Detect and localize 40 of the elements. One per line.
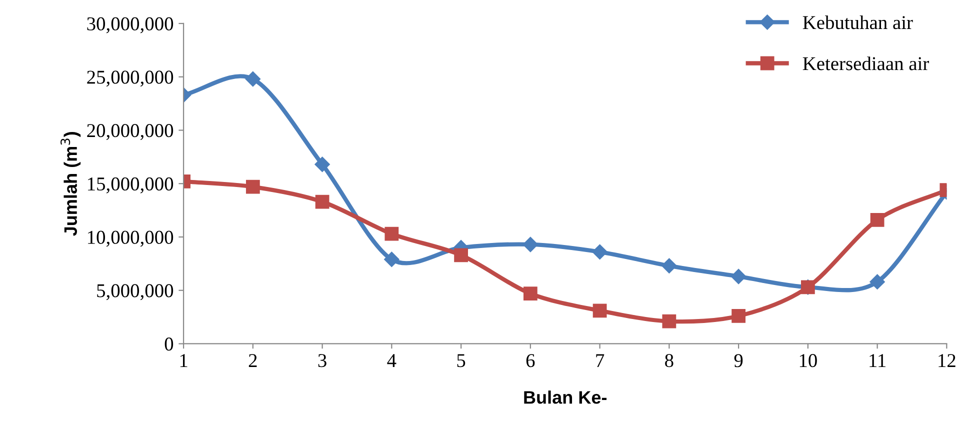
y-tick-label: 0	[164, 338, 174, 351]
x-tick-label: 5	[457, 354, 466, 368]
point	[592, 304, 607, 318]
x-tick-label: 1	[180, 354, 188, 367]
x-tick-label: 7	[596, 354, 604, 367]
point	[384, 252, 400, 267]
point	[384, 226, 399, 241]
point	[870, 274, 885, 290]
point	[454, 248, 468, 262]
x-tick-label: 4	[387, 354, 396, 367]
point	[732, 309, 746, 323]
x-tick-label: 11	[870, 354, 886, 367]
point	[592, 244, 608, 260]
x-tick-label: 12	[938, 354, 956, 367]
y-tick-label: 5,000,000	[97, 284, 174, 300]
point	[246, 180, 260, 194]
y-tick-label: 15,000,000	[88, 177, 174, 194]
point	[662, 258, 677, 274]
point	[870, 212, 884, 227]
y-tick-label: 10,000,000	[88, 230, 174, 247]
point	[314, 156, 330, 172]
point	[522, 236, 538, 252]
x-tick-label: 6	[526, 354, 535, 368]
x-tick-label: 9	[734, 354, 743, 368]
point	[662, 314, 676, 328]
y-tick-label: 30,000,000	[87, 17, 174, 34]
point	[245, 71, 260, 87]
x-tick-label: 3	[318, 354, 326, 368]
legend-label: Kebutuhan air	[802, 15, 913, 30]
y-tick-label: 20,000,000	[87, 124, 174, 140]
x-tick-label: 10	[800, 354, 817, 368]
y-tick-label: 25,000,000	[87, 70, 174, 87]
legend-label: Ketersediaan air	[802, 56, 930, 70]
point	[315, 194, 330, 209]
point	[523, 286, 538, 301]
point	[730, 268, 746, 284]
y-axis-title: Jumlah (m$^{3}$)	[60, 132, 81, 236]
x-axis-title: Bulan Ke-	[524, 390, 607, 404]
x-tick-label: 2	[248, 354, 257, 367]
x-tick-label: 8	[665, 354, 674, 368]
